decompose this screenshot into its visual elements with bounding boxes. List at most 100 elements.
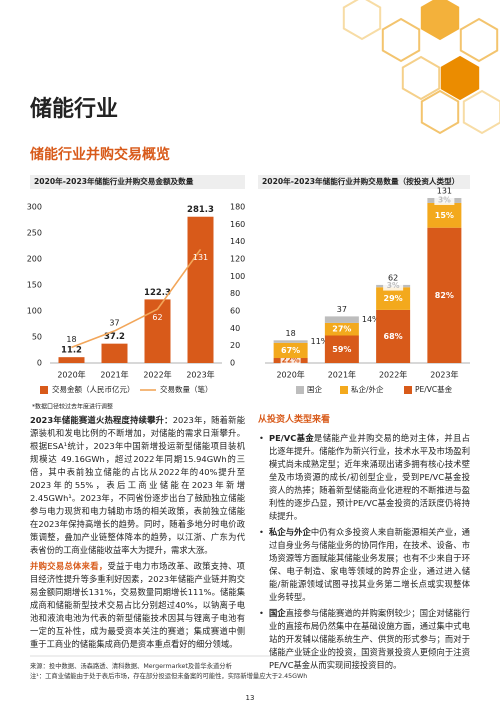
bullet: 国企直接参与储能赛道的并购案例较少；国企对储能行业的直接布局仍然集中在基础设施方… xyxy=(258,607,470,672)
segment-label: 82% xyxy=(435,291,454,300)
label-box xyxy=(280,356,301,366)
label-box xyxy=(383,281,404,291)
y-tick-label: 50 xyxy=(32,333,42,342)
legend-label: 交易数量（笔） xyxy=(160,384,213,394)
line-label: 18 xyxy=(66,335,76,344)
bar-label: 281.3 xyxy=(187,205,214,215)
bar-segment xyxy=(427,202,462,228)
x-tick-label: 2022年 xyxy=(143,370,171,380)
y2-tick-label: 60 xyxy=(230,307,240,316)
footnote: 注¹：工商业储能由于处于表后市场，存在部分投运但未备案的可能性，实际新增量应大于… xyxy=(30,673,308,680)
bar-label: 37.2 xyxy=(104,332,125,342)
segment-label: 22% xyxy=(282,356,300,365)
body: 中仍有众多投资人来自新能源相关产业，通过自身业务与储能业务的协同作用，在技术、设… xyxy=(269,527,470,602)
body: 直接参与储能赛道的并购案例较少；国企对储能行业的直接布局仍然集中在基础设施方面，… xyxy=(269,608,470,670)
hexagon xyxy=(401,55,441,101)
y2-tick-label: 100 xyxy=(230,272,245,281)
page-number: 13 xyxy=(245,694,255,702)
segment-label: 14% xyxy=(362,315,380,324)
lead: PE/VC基金 xyxy=(269,433,315,443)
legend-label: 私企/外企 xyxy=(351,384,384,394)
bar-segment xyxy=(427,227,462,363)
bullet: PE/VC基金是储能产业并购交易的绝对主体，并且占比逐年提升。储能作为新兴行业，… xyxy=(258,432,470,523)
hexagon xyxy=(459,17,499,63)
bar-segment xyxy=(324,335,359,363)
body: 是储能产业并购交易的绝对主体，并且占比逐年提升。储能作为新兴行业，技术水平及市场… xyxy=(269,433,470,521)
bullet: 私企与外企中仍有众多投资人来自新能源相关产业，通过自身业务与储能业务的协同作用，… xyxy=(258,526,470,604)
segment-label: 59% xyxy=(332,345,351,354)
label-box xyxy=(434,195,455,205)
segment-label: 3% xyxy=(387,281,400,290)
bar-segment xyxy=(324,322,359,336)
line-label: 131 xyxy=(193,253,208,262)
segment-label: 3% xyxy=(438,195,451,204)
hexagon xyxy=(342,0,382,41)
hexagon xyxy=(462,89,500,135)
bar xyxy=(58,357,85,363)
lead: 国企 xyxy=(269,608,286,618)
segment-label: 29% xyxy=(384,294,403,303)
lead: 私企与外企 xyxy=(269,527,311,537)
page-subtitle: 储能行业并购交易概览 xyxy=(29,146,170,163)
y-tick-label: 150 xyxy=(27,281,42,290)
y-tick-label: 250 xyxy=(27,229,42,238)
x-tick-label: 2021年 xyxy=(328,370,356,380)
bar xyxy=(187,216,214,363)
bar-label: 122.3 xyxy=(144,288,171,298)
x-tick-label: 2021年 xyxy=(100,370,128,380)
right-column: 从投资人类型来看 PE/VC基金是储能产业并购交易的绝对主体，并且占比逐年提升。… xyxy=(258,414,470,675)
total-label: 62 xyxy=(388,273,398,282)
segment-label: 11% xyxy=(311,337,329,346)
y-tick-label: 0 xyxy=(37,359,42,368)
y2-tick-label: 20 xyxy=(230,341,240,350)
body: 2023年，随着新能源装机和发电比例的不断增加，对储能的需求日渐攀升。根据ESA… xyxy=(30,415,245,555)
y-tick-label: 300 xyxy=(27,203,42,212)
legend-swatch xyxy=(40,386,48,394)
x-tick-label: 2023年 xyxy=(430,370,458,380)
y2-tick-label: 120 xyxy=(230,255,245,264)
legend-swatch xyxy=(404,386,412,394)
chart-title-bar xyxy=(30,175,245,189)
segment-label: 68% xyxy=(384,332,403,341)
y-tick-label: 200 xyxy=(27,255,42,264)
bar-segment xyxy=(376,287,411,310)
page-title: 储能行业 xyxy=(30,96,118,122)
y2-tick-label: 80 xyxy=(230,289,240,298)
bar xyxy=(101,343,128,363)
section-heading: 从投资人类型来看 xyxy=(258,415,331,425)
lead: 2023年储能赛道火热程度持续攀升： xyxy=(30,415,173,425)
y2-tick-label: 180 xyxy=(230,203,245,212)
x-tick-label: 2020年 xyxy=(57,370,85,380)
x-tick-label: 2023年 xyxy=(186,370,214,380)
legend-label: 交易金额（人民币亿元） xyxy=(52,384,135,394)
bar-label: 11.2 xyxy=(61,346,82,356)
legend-label: 国企 xyxy=(307,384,322,394)
total-label: 131 xyxy=(437,187,452,196)
hexagon xyxy=(381,17,421,63)
y2-tick-label: 160 xyxy=(230,220,245,229)
left-column: 2023年储能赛道火热程度持续攀升：2023年，随着新能源装机和发电比例的不断增… xyxy=(30,414,245,654)
legend-swatch xyxy=(340,386,348,394)
line-label: 62 xyxy=(152,313,162,322)
legend-label: PE/VC基金 xyxy=(415,384,453,394)
line-label: 37 xyxy=(109,318,119,327)
x-tick-label: 2022年 xyxy=(379,370,407,380)
hexagon xyxy=(440,55,480,101)
bar-segment xyxy=(324,316,359,323)
chart-title-bar xyxy=(258,175,470,189)
line xyxy=(71,248,202,349)
chart-title: 2020年-2023年储能行业并购交易数量（按投资人类型） xyxy=(262,176,459,186)
paragraph: 2023年储能赛道火热程度持续攀升：2023年，随着新能源装机和发电比例的不断增… xyxy=(30,414,245,557)
footer: 来源：投中数据、汤森路透、清科数据、Mergermarket及普华永道分析 注¹… xyxy=(30,662,475,682)
segment-label: 67% xyxy=(281,346,300,355)
chart-title: 2020年-2023年储能行业并购交易金额及数量 xyxy=(34,176,194,186)
segment-label: 15% xyxy=(435,211,454,220)
body: 受益于电力市场改革、政策支持、项目经济性提升等多重利好因素，2023年储能产业链… xyxy=(30,561,245,649)
total-label: 18 xyxy=(286,329,296,338)
hexagon xyxy=(420,89,460,135)
y2-tick-label: 140 xyxy=(230,237,245,246)
y2-tick-label: 40 xyxy=(230,324,240,333)
y-tick-label: 100 xyxy=(27,307,42,316)
